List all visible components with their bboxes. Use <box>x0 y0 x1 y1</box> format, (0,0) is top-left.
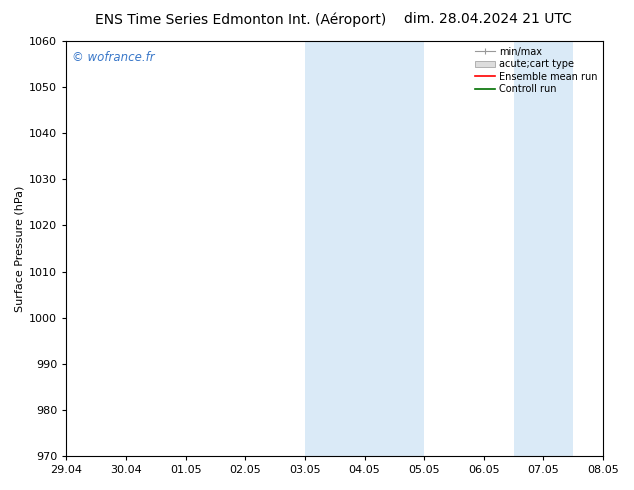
Bar <box>305 41 365 456</box>
Bar <box>365 41 424 456</box>
Text: ENS Time Series Edmonton Int. (Aéroport): ENS Time Series Edmonton Int. (Aéroport) <box>95 12 387 27</box>
Bar <box>514 41 573 456</box>
Text: © wofrance.fr: © wofrance.fr <box>72 51 154 64</box>
Y-axis label: Surface Pressure (hPa): Surface Pressure (hPa) <box>15 185 25 312</box>
Text: dim. 28.04.2024 21 UTC: dim. 28.04.2024 21 UTC <box>404 12 572 26</box>
Legend: min/max, acute;cart type, Ensemble mean run, Controll run: min/max, acute;cart type, Ensemble mean … <box>472 43 601 98</box>
